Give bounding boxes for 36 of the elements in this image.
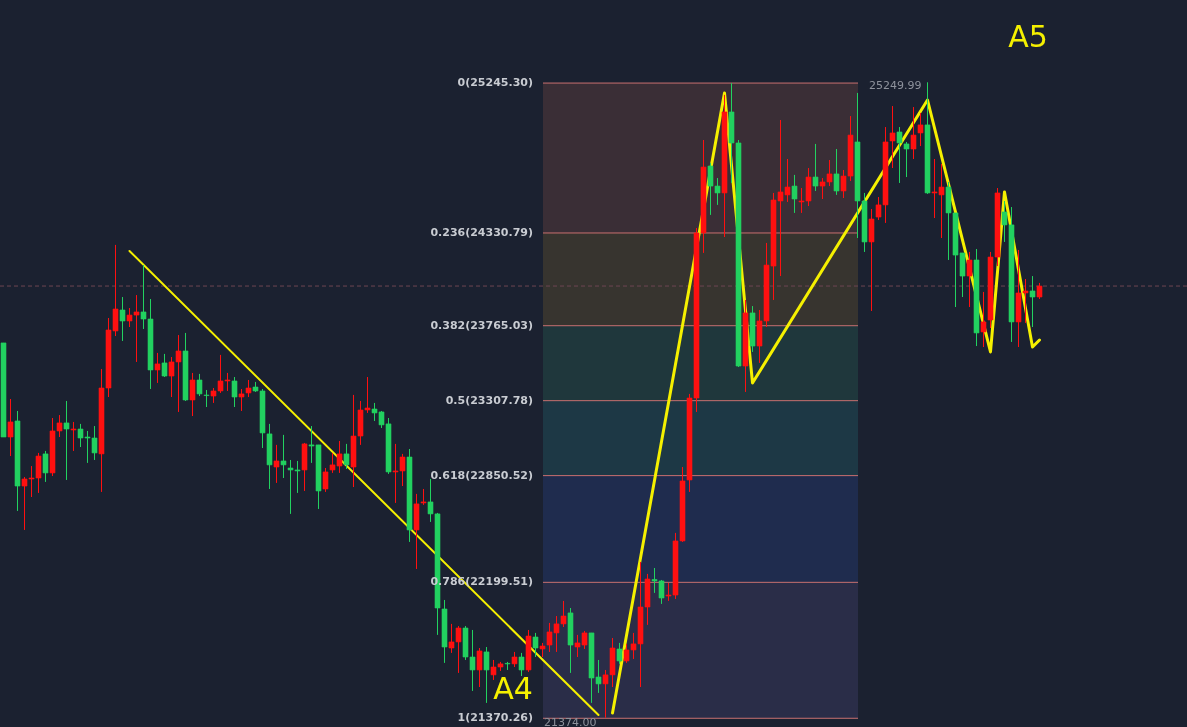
candlestick [7,398,14,457]
annotation: A4 [493,671,533,706]
candlestick [980,291,987,348]
candlestick [616,642,623,665]
candlestick [833,148,840,196]
ref-line-label: 0.618(22850.52) [430,468,533,482]
candlestick [476,647,483,688]
candlestick [63,400,70,481]
candlestick [518,652,525,677]
candlestick [791,174,798,214]
candlestick [966,251,973,308]
candlestick [910,106,917,160]
candlestick [532,632,539,658]
ref-line-label: 0.5(23307.78) [445,393,533,407]
annotation: 25249.99 [869,79,922,92]
candlestick [189,372,196,417]
candlestick [280,434,287,479]
candlestick [483,646,490,704]
candlestick [322,467,329,493]
candlestick [273,444,280,484]
candlestick [868,208,875,312]
candlestick [154,352,161,384]
ref-line-label: 1(21370.26) [457,711,533,725]
candlestick [343,443,350,470]
ref-line-label: 0(25245.30) [457,76,533,90]
ref-line-label: 0.236(24330.79) [430,225,533,239]
candlestick [231,376,238,408]
ref-line-label: 0.382(23765.03) [430,318,533,332]
annotation: A5 [1008,19,1048,54]
candlestick [119,296,126,342]
candlestick [70,421,77,452]
candlestick [1029,275,1036,328]
candlestick [42,450,49,483]
candlestick [917,112,924,147]
candlestick [812,143,819,192]
annotation: 21374.00 [544,715,597,727]
